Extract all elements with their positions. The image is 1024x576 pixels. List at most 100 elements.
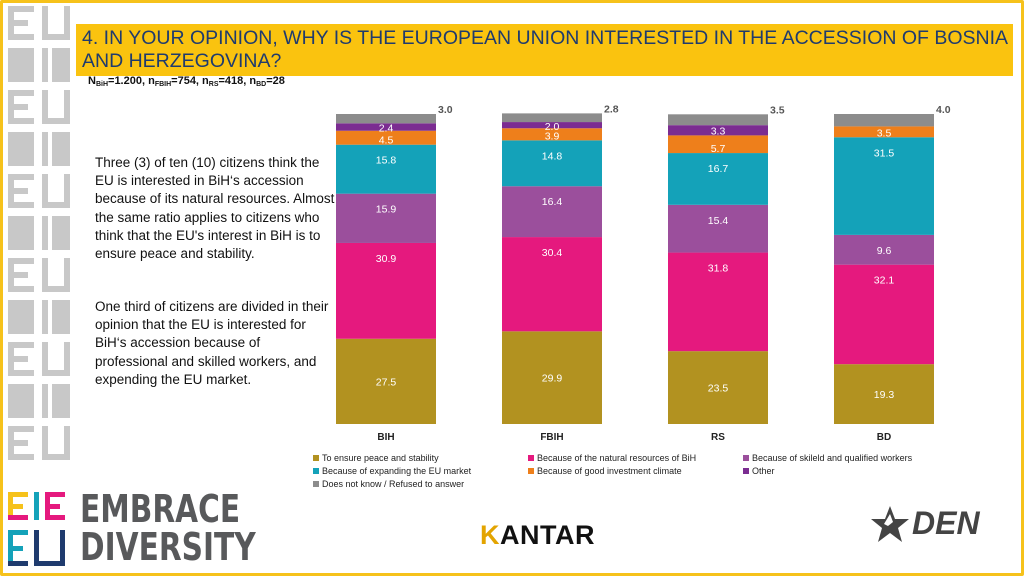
- embrace-diversity-logo: [8, 492, 65, 566]
- data-label-fbih-4: 3.9: [545, 130, 560, 142]
- sample-fbih-value: =754, n: [171, 75, 209, 87]
- bar-segment-bih-5: [336, 123, 436, 131]
- data-label-fbih-5: 2.0: [545, 121, 560, 133]
- bar-segment-fbih-4: [502, 128, 602, 141]
- legend-label-2: Because of skileld and qualified workers: [752, 453, 913, 463]
- legend-item-4: Because of good investment climate: [528, 466, 682, 476]
- embrace-diversity-wordmark: EMBRACE DIVERSITY: [80, 490, 256, 566]
- data-label-bih-3: 15.8: [376, 155, 397, 167]
- data-label-bih-5: 2.4: [379, 122, 394, 134]
- data-label-bih-1: 30.9: [376, 253, 397, 265]
- bar-segment-bih-1: [336, 242, 436, 339]
- bar-segment-fbih-1: [502, 237, 602, 332]
- data-label-fbih-1: 30.4: [542, 247, 563, 259]
- data-label-bd-2: 9.6: [877, 245, 892, 257]
- bar-segment-rs-2: [668, 204, 768, 253]
- legend-label-4: Because of good investment climate: [537, 466, 682, 476]
- den-logo-text: DEN: [912, 505, 980, 541]
- bar-segment-bd-3: [834, 137, 934, 235]
- bar-segment-rs-0: [668, 351, 768, 424]
- sample-bd-value: =28: [266, 75, 285, 87]
- legend-item-2: Because of skileld and qualified workers: [743, 453, 912, 463]
- legend-label-6: Does not know / Refused to answer: [322, 479, 465, 489]
- data-label-fbih-6: 2.8: [604, 103, 619, 115]
- data-label-rs-0: 23.5: [708, 383, 729, 395]
- legend-label-3: Because of expanding the EU market: [322, 466, 472, 476]
- legend-item-0: To ensure peace and stability: [313, 453, 439, 463]
- legend-swatch-0: [313, 455, 319, 461]
- legend-item-5: Other: [743, 466, 775, 476]
- data-label-rs-3: 16.7: [708, 163, 729, 175]
- legend-swatch-4: [528, 468, 534, 474]
- bar-segment-rs-6: [668, 114, 768, 126]
- sample-rs-value: =418, n: [218, 75, 257, 87]
- category-label-bd: BD: [877, 432, 891, 443]
- sample-size: NBiH=1.200, nFBIH=754, nRS=418, nBD=28: [88, 75, 285, 88]
- bar-segment-rs-5: [668, 125, 768, 136]
- kantar-rest: ANTAR: [500, 520, 595, 550]
- bar-segment-rs-4: [668, 135, 768, 154]
- data-label-bd-4: 3.5: [877, 127, 892, 139]
- bar-segment-fbih-0: [502, 331, 602, 424]
- bar-segment-fbih-6: [502, 113, 602, 123]
- data-label-rs-6: 3.5: [770, 104, 785, 116]
- legend-label-0: To ensure peace and stability: [322, 453, 439, 463]
- category-label-fbih: FBIH: [540, 432, 563, 443]
- legend-item-6: Does not know / Refused to answer: [313, 479, 464, 489]
- legend-swatch-2: [743, 455, 749, 461]
- kantar-k: K: [480, 520, 500, 550]
- legend-label-1: Because of the natural resources of BiH: [537, 453, 697, 463]
- data-label-fbih-2: 16.4: [542, 196, 563, 208]
- bar-segment-bd-0: [834, 364, 934, 424]
- brand-line-1: EMBRACE: [80, 487, 241, 531]
- legend-swatch-5: [743, 468, 749, 474]
- legend-item-3: Because of expanding the EU market: [313, 466, 471, 476]
- brand-line-2: DIVERSITY: [80, 525, 256, 569]
- data-label-bd-3: 31.5: [874, 147, 895, 159]
- sample-bih-sub: BiH: [95, 81, 109, 88]
- legend-label-5: Other: [752, 466, 775, 476]
- bar-segment-bd-2: [834, 234, 934, 265]
- bar-segment-bd-1: [834, 264, 934, 365]
- bar-segment-rs-3: [668, 153, 768, 205]
- kantar-logo: KANTAR: [480, 520, 595, 551]
- title-bar: 4. IN YOUR OPINION, WHY IS THE EUROPEAN …: [76, 24, 1013, 76]
- data-label-fbih-3: 14.8: [542, 150, 563, 162]
- bar-segment-bih-3: [336, 144, 436, 194]
- sample-rs-sub: RS: [208, 81, 219, 88]
- category-label-rs: RS: [711, 432, 725, 443]
- bar-segment-bd-6: [834, 114, 934, 127]
- data-label-bih-6: 3.0: [438, 104, 453, 116]
- note-paragraph-1: Three (3) of ten (10) citizens think the…: [95, 155, 335, 262]
- data-label-bd-0: 19.3: [874, 389, 895, 401]
- page-title: 4. IN YOUR OPINION, WHY IS THE EUROPEAN …: [82, 27, 1007, 72]
- legend-item-1: Because of the natural resources of BiH: [528, 453, 696, 463]
- bar-segment-bih-6: [336, 114, 436, 124]
- data-label-rs-4: 5.7: [711, 143, 726, 155]
- bar-segment-bih-4: [336, 130, 436, 145]
- data-label-bih-4: 4.5: [379, 135, 394, 147]
- data-label-bih-2: 15.9: [376, 204, 397, 216]
- sample-fbih-sub: FBIH: [154, 81, 172, 88]
- bar-segment-bih-0: [336, 338, 436, 424]
- sample-bd-sub: BD: [256, 81, 267, 88]
- data-label-rs-1: 31.8: [708, 263, 729, 275]
- bar-segment-rs-1: [668, 252, 768, 352]
- sample-n-label: N: [88, 75, 96, 87]
- data-label-bd-1: 32.1: [874, 275, 895, 287]
- data-label-rs-5: 3.3: [711, 125, 726, 137]
- sample-bih-value: =1.200, n: [108, 75, 155, 87]
- note-paragraph-2: One third of citizens are divided in the…: [95, 299, 329, 387]
- bar-segment-bih-2: [336, 193, 436, 243]
- den-star-icon: [871, 506, 909, 542]
- legend-swatch-6: [313, 481, 319, 487]
- data-label-rs-2: 15.4: [708, 215, 729, 227]
- legend-swatch-3: [313, 468, 319, 474]
- legend-swatch-1: [528, 455, 534, 461]
- bar-segment-fbih-5: [502, 122, 602, 129]
- bar-segment-fbih-3: [502, 140, 602, 187]
- data-label-fbih-0: 29.9: [542, 373, 563, 385]
- category-label-bih: BIH: [377, 432, 394, 443]
